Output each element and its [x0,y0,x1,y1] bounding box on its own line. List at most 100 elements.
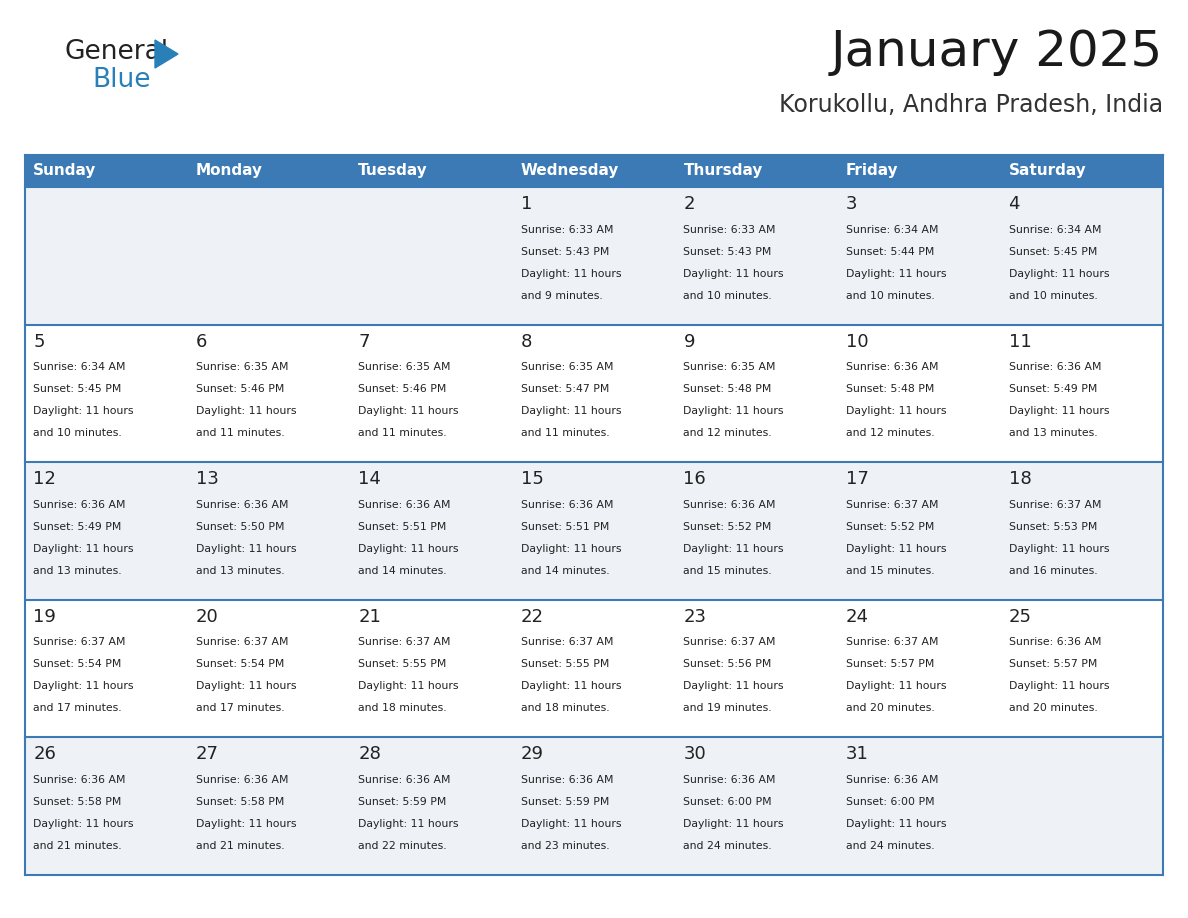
Text: 6: 6 [196,332,207,351]
Text: and 10 minutes.: and 10 minutes. [683,291,772,300]
Text: and 13 minutes.: and 13 minutes. [1009,428,1098,438]
Text: Sunrise: 6:36 AM: Sunrise: 6:36 AM [846,775,939,785]
Text: Sunset: 5:50 PM: Sunset: 5:50 PM [196,521,284,532]
Text: Tuesday: Tuesday [359,163,428,178]
Text: Daylight: 11 hours: Daylight: 11 hours [1009,407,1110,416]
Text: Sunset: 5:58 PM: Sunset: 5:58 PM [196,797,284,807]
Bar [188,187,350,325]
Text: Sunrise: 6:36 AM: Sunrise: 6:36 AM [196,775,289,785]
Text: 31: 31 [846,745,868,764]
Text: Daylight: 11 hours: Daylight: 11 hours [520,543,621,554]
Bar [513,737,675,875]
Text: Sunrise: 6:36 AM: Sunrise: 6:36 AM [33,499,126,509]
Text: Wednesday: Wednesday [520,163,619,178]
Text: Sunset: 5:51 PM: Sunset: 5:51 PM [520,521,609,532]
Bar [1000,462,1163,599]
Bar [838,737,1000,875]
Bar [1000,737,1163,875]
Text: Daylight: 11 hours: Daylight: 11 hours [196,543,296,554]
Text: and 23 minutes.: and 23 minutes. [520,841,609,851]
Text: Sunset: 5:55 PM: Sunset: 5:55 PM [359,659,447,669]
Text: Sunrise: 6:37 AM: Sunrise: 6:37 AM [846,637,939,647]
Text: and 16 minutes.: and 16 minutes. [1009,565,1098,576]
Text: Daylight: 11 hours: Daylight: 11 hours [683,681,784,691]
Text: and 24 minutes.: and 24 minutes. [846,841,935,851]
Text: 26: 26 [33,745,56,764]
Text: Sunrise: 6:36 AM: Sunrise: 6:36 AM [683,499,776,509]
Text: Sunrise: 6:34 AM: Sunrise: 6:34 AM [33,363,126,372]
Text: Daylight: 11 hours: Daylight: 11 hours [683,407,784,416]
Bar [513,599,675,737]
Text: Sunset: 5:59 PM: Sunset: 5:59 PM [359,797,447,807]
Text: and 19 minutes.: and 19 minutes. [683,703,772,713]
Text: Sunrise: 6:36 AM: Sunrise: 6:36 AM [520,775,613,785]
Text: 29: 29 [520,745,544,764]
Text: and 11 minutes.: and 11 minutes. [520,428,609,438]
Text: and 15 minutes.: and 15 minutes. [683,565,772,576]
Text: Sunrise: 6:36 AM: Sunrise: 6:36 AM [846,363,939,372]
Text: and 15 minutes.: and 15 minutes. [846,565,935,576]
Text: Sunset: 5:58 PM: Sunset: 5:58 PM [33,797,121,807]
Text: and 12 minutes.: and 12 minutes. [846,428,935,438]
Text: 16: 16 [683,470,706,488]
Text: Daylight: 11 hours: Daylight: 11 hours [33,543,133,554]
Text: 1: 1 [520,195,532,213]
Text: Sunset: 5:46 PM: Sunset: 5:46 PM [196,385,284,394]
Text: Sunset: 5:48 PM: Sunset: 5:48 PM [683,385,772,394]
Text: Blue: Blue [91,67,151,93]
Bar [25,462,188,599]
Bar [838,462,1000,599]
Text: Monday: Monday [196,163,263,178]
Text: Sunset: 5:54 PM: Sunset: 5:54 PM [196,659,284,669]
Text: Sunset: 5:49 PM: Sunset: 5:49 PM [1009,385,1097,394]
Bar [350,187,513,325]
Bar [25,737,188,875]
Text: and 13 minutes.: and 13 minutes. [33,565,121,576]
Text: 4: 4 [1009,195,1020,213]
Text: 3: 3 [846,195,858,213]
Text: Daylight: 11 hours: Daylight: 11 hours [359,681,459,691]
Text: Sunrise: 6:37 AM: Sunrise: 6:37 AM [359,637,450,647]
Text: Sunrise: 6:36 AM: Sunrise: 6:36 AM [683,775,776,785]
Text: Sunset: 5:54 PM: Sunset: 5:54 PM [33,659,121,669]
Text: Sunrise: 6:35 AM: Sunrise: 6:35 AM [683,363,776,372]
Text: Sunset: 5:48 PM: Sunset: 5:48 PM [846,385,934,394]
Bar [188,325,350,462]
Text: and 24 minutes.: and 24 minutes. [683,841,772,851]
Text: Thursday: Thursday [683,163,763,178]
Text: 11: 11 [1009,332,1031,351]
Bar [1000,155,1163,187]
Text: and 10 minutes.: and 10 minutes. [33,428,122,438]
Text: 7: 7 [359,332,369,351]
Bar [675,325,838,462]
Text: Sunrise: 6:35 AM: Sunrise: 6:35 AM [520,363,613,372]
Text: and 14 minutes.: and 14 minutes. [520,565,609,576]
Bar [838,155,1000,187]
Text: Sunset: 5:57 PM: Sunset: 5:57 PM [1009,659,1097,669]
Text: and 17 minutes.: and 17 minutes. [196,703,284,713]
Bar [513,462,675,599]
Text: January 2025: January 2025 [830,28,1163,76]
Bar [350,599,513,737]
Text: Daylight: 11 hours: Daylight: 11 hours [846,407,947,416]
Text: Sunrise: 6:33 AM: Sunrise: 6:33 AM [683,225,776,235]
Text: 17: 17 [846,470,868,488]
Text: and 14 minutes.: and 14 minutes. [359,565,447,576]
Text: Sunrise: 6:37 AM: Sunrise: 6:37 AM [196,637,289,647]
Bar [25,325,188,462]
Text: Sunrise: 6:36 AM: Sunrise: 6:36 AM [1009,637,1101,647]
Text: Daylight: 11 hours: Daylight: 11 hours [33,407,133,416]
Text: and 11 minutes.: and 11 minutes. [359,428,447,438]
Text: and 21 minutes.: and 21 minutes. [33,841,121,851]
Bar [188,155,350,187]
Text: General: General [65,39,169,65]
Text: Daylight: 11 hours: Daylight: 11 hours [520,681,621,691]
Text: 27: 27 [196,745,219,764]
Text: Sunset: 5:59 PM: Sunset: 5:59 PM [520,797,609,807]
Bar [675,462,838,599]
Text: and 12 minutes.: and 12 minutes. [683,428,772,438]
Text: Daylight: 11 hours: Daylight: 11 hours [1009,543,1110,554]
Bar [513,325,675,462]
Text: Saturday: Saturday [1009,163,1086,178]
Text: Daylight: 11 hours: Daylight: 11 hours [520,819,621,829]
